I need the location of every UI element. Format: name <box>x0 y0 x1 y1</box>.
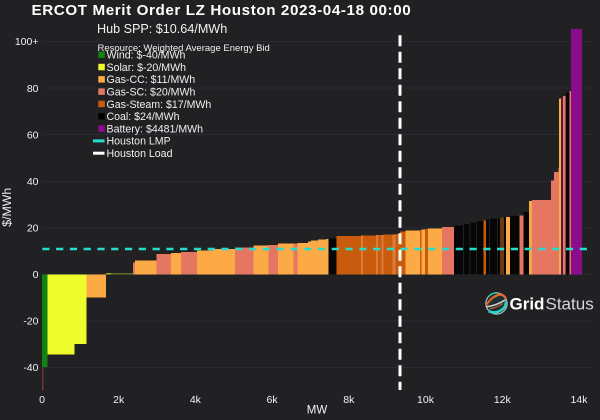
svg-text:Grid: Grid <box>510 295 545 314</box>
svg-text:Houston Load: Houston Load <box>107 148 173 160</box>
svg-text:$/MWh: $/MWh <box>0 188 14 227</box>
svg-text:Battery: $4481/MWh: Battery: $4481/MWh <box>107 123 204 135</box>
svg-text:-40: -40 <box>23 362 38 374</box>
svg-text:0: 0 <box>33 269 39 281</box>
svg-text:Gas-SC: $20/MWh: Gas-SC: $20/MWh <box>107 87 196 99</box>
svg-text:Gas-CC: $11/MWh: Gas-CC: $11/MWh <box>107 74 196 86</box>
svg-text:10k: 10k <box>417 394 435 406</box>
svg-text:0: 0 <box>39 394 45 406</box>
svg-text:100+: 100+ <box>15 36 39 48</box>
svg-text:20: 20 <box>27 223 39 235</box>
svg-text:Solar: $-20/MWh: Solar: $-20/MWh <box>107 62 187 74</box>
svg-text:Gas-Steam: $17/MWh: Gas-Steam: $17/MWh <box>107 99 212 111</box>
svg-text:Houston LMP: Houston LMP <box>107 136 171 148</box>
svg-text:MW: MW <box>307 405 328 417</box>
svg-text:Resource: Weighted Average Ene: Resource: Weighted Average Energy Bid <box>98 43 270 54</box>
svg-text:80: 80 <box>27 83 39 95</box>
svg-text:Wind: $-40/MWh: Wind: $-40/MWh <box>107 50 186 62</box>
svg-text:Status: Status <box>546 295 594 314</box>
svg-text:6k: 6k <box>267 394 279 406</box>
svg-text:40: 40 <box>27 176 39 188</box>
svg-text:12k: 12k <box>494 394 512 406</box>
svg-text:2k: 2k <box>113 394 125 406</box>
svg-text:ERCOT Merit Order LZ Houston 2: ERCOT Merit Order LZ Houston 2023-04-18 … <box>32 2 412 19</box>
svg-text:60: 60 <box>27 129 39 141</box>
svg-text:Coal: $24/MWh: Coal: $24/MWh <box>107 111 180 123</box>
svg-text:8k: 8k <box>343 394 355 406</box>
svg-text:Hub SPP: $10.64/MWh: Hub SPP: $10.64/MWh <box>97 22 227 36</box>
svg-text:4k: 4k <box>190 394 202 406</box>
svg-text:14k: 14k <box>571 394 589 406</box>
svg-text:-20: -20 <box>23 316 38 328</box>
